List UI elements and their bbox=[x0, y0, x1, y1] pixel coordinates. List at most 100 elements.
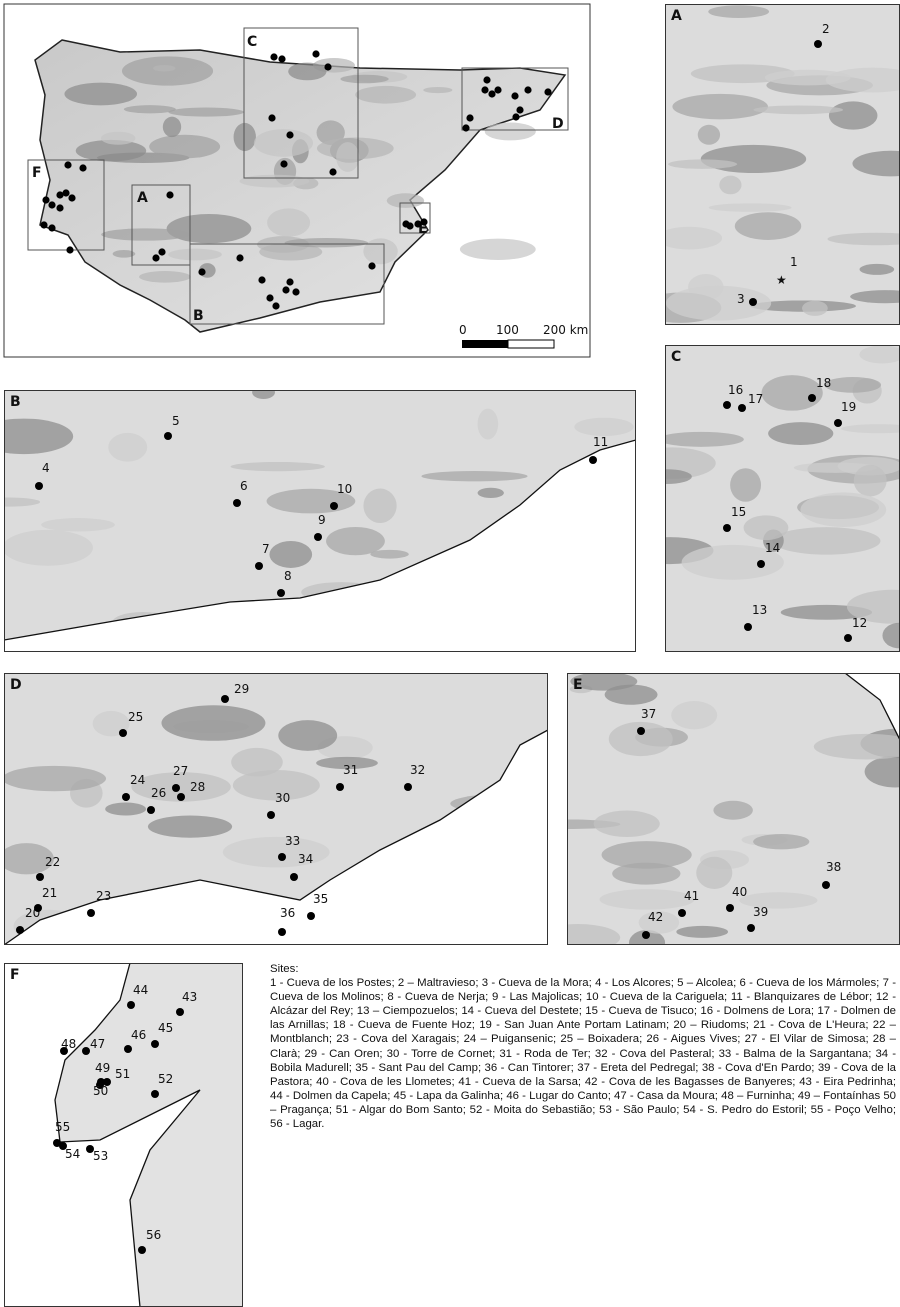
site-dot bbox=[494, 86, 501, 93]
relief bbox=[671, 701, 717, 729]
relief bbox=[269, 541, 312, 568]
site-dot bbox=[814, 40, 822, 48]
site-number: 6 bbox=[240, 479, 248, 493]
relief bbox=[288, 63, 326, 81]
site-number: 55 bbox=[55, 1120, 70, 1134]
site-number: 27 bbox=[173, 764, 188, 778]
site-dot bbox=[286, 278, 293, 285]
site-number: 26 bbox=[151, 786, 166, 800]
site-dot bbox=[42, 196, 49, 203]
site-dot bbox=[266, 294, 273, 301]
relief bbox=[223, 837, 330, 868]
site-dot bbox=[176, 1008, 184, 1016]
relief bbox=[709, 203, 792, 211]
site-number: 16 bbox=[728, 383, 743, 397]
site-number: 10 bbox=[337, 482, 352, 496]
site-number: 32 bbox=[410, 763, 425, 777]
relief bbox=[234, 123, 256, 151]
site-dot bbox=[844, 634, 852, 642]
site-number: 39 bbox=[753, 905, 768, 919]
site-number: 46 bbox=[131, 1028, 146, 1042]
site-dot bbox=[177, 793, 185, 801]
relief bbox=[252, 385, 275, 399]
site-number: 28 bbox=[190, 780, 205, 794]
panel bbox=[516, 672, 900, 955]
site-number: 5 bbox=[172, 414, 180, 428]
relief bbox=[2, 530, 92, 566]
relief bbox=[744, 515, 789, 540]
site-dot bbox=[221, 695, 229, 703]
site-dot bbox=[483, 76, 490, 83]
site-number: 15 bbox=[731, 505, 746, 519]
relief bbox=[336, 142, 359, 172]
relief bbox=[735, 212, 801, 240]
site-dot bbox=[138, 1246, 146, 1254]
site-number: 17 bbox=[748, 392, 763, 406]
site-dot bbox=[151, 1040, 159, 1048]
scale-label: 100 bbox=[496, 323, 519, 337]
site-dot bbox=[124, 1045, 132, 1053]
relief bbox=[139, 271, 191, 283]
site-number: 14 bbox=[765, 541, 780, 555]
site-dot bbox=[16, 926, 24, 934]
site-dot bbox=[34, 904, 42, 912]
site-dot bbox=[255, 562, 263, 570]
legend-text: 1 - Cueva de los Postes; 2 – Maltravieso… bbox=[270, 976, 896, 1131]
relief bbox=[765, 70, 851, 86]
panel-label: C bbox=[671, 349, 681, 365]
site-number: 53 bbox=[93, 1149, 108, 1163]
relief bbox=[108, 433, 147, 462]
site-star: ★ bbox=[776, 273, 787, 287]
site-number: 9 bbox=[318, 513, 326, 527]
site-number: 19 bbox=[841, 400, 856, 414]
relief bbox=[672, 94, 768, 119]
site-dot bbox=[747, 924, 755, 932]
site-dot bbox=[87, 909, 95, 917]
relief bbox=[161, 705, 265, 740]
site-dot bbox=[103, 1078, 111, 1086]
site-dot bbox=[324, 63, 331, 70]
site-dot bbox=[272, 302, 279, 309]
site-number: 50 bbox=[93, 1084, 108, 1098]
relief bbox=[739, 892, 817, 908]
site-dot bbox=[166, 191, 173, 198]
relief bbox=[326, 527, 385, 555]
site-number: 45 bbox=[158, 1021, 173, 1035]
site-dot bbox=[278, 55, 285, 62]
site-dot bbox=[268, 114, 275, 121]
relief bbox=[602, 841, 692, 869]
site-number: 49 bbox=[95, 1061, 110, 1075]
relief bbox=[696, 857, 732, 889]
legend-heading: Sites: bbox=[270, 962, 896, 976]
site-dot bbox=[164, 432, 172, 440]
site-dot bbox=[512, 113, 519, 120]
site-dot bbox=[267, 811, 275, 819]
relief bbox=[148, 816, 232, 838]
relief bbox=[101, 228, 189, 240]
panel-label: E bbox=[573, 677, 583, 693]
relief bbox=[730, 468, 761, 501]
site-dot bbox=[738, 404, 746, 412]
site-dot bbox=[544, 88, 551, 95]
site-dot bbox=[82, 1047, 90, 1055]
relief bbox=[363, 489, 396, 524]
relief bbox=[340, 75, 388, 84]
site-dot bbox=[420, 218, 427, 225]
site-dot bbox=[723, 524, 731, 532]
site-dot bbox=[40, 221, 47, 228]
site-dot bbox=[278, 928, 286, 936]
site-number: 1 bbox=[790, 255, 798, 269]
panel bbox=[0, 385, 684, 653]
site-number: 34 bbox=[298, 852, 313, 866]
relief bbox=[854, 465, 887, 497]
site-number: 38 bbox=[826, 860, 841, 874]
relief bbox=[254, 129, 313, 157]
site-dot bbox=[481, 86, 488, 93]
site-number: 37 bbox=[641, 707, 656, 721]
figure: ABCDEF0100200 kmA★123B4567891011C1213141… bbox=[0, 0, 900, 1307]
relief bbox=[355, 86, 416, 104]
site-dot bbox=[312, 50, 319, 57]
site-number: 7 bbox=[262, 542, 270, 556]
relief bbox=[64, 83, 137, 106]
site-number: 31 bbox=[343, 763, 358, 777]
